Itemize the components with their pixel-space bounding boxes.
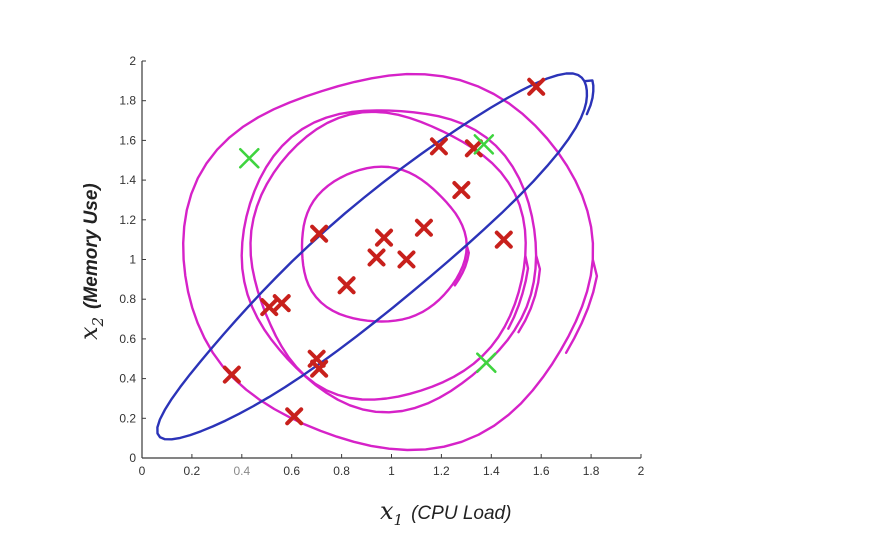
data-point-green bbox=[238, 147, 260, 169]
data-point-red bbox=[222, 365, 241, 384]
x-tick-label: 0.4 bbox=[233, 464, 250, 478]
x-axis-symbol: x bbox=[380, 497, 394, 525]
axes: 0 0.2 0.4 0.6 0.8 1 1.2 1.4 1.6 1.8 2 0 0.2 0.4 0.6 0.8… bbox=[119, 54, 644, 478]
x-tick-label: 1 bbox=[388, 464, 395, 478]
data-point-red bbox=[494, 230, 513, 249]
y-axis-subscript: 2 bbox=[89, 317, 107, 328]
data-point-red bbox=[429, 137, 448, 156]
annotation-ellipse bbox=[300, 165, 470, 323]
data-point-red bbox=[464, 139, 483, 158]
annotation-ellipse bbox=[249, 110, 530, 401]
x-axis-label: x1 (CPU Load) bbox=[380, 497, 511, 529]
y-tick-label: 0.4 bbox=[119, 372, 136, 386]
data-point-red bbox=[285, 407, 304, 426]
data-point-red bbox=[375, 228, 394, 247]
y-tick-label: 0.6 bbox=[119, 332, 136, 346]
data-point-red bbox=[414, 218, 433, 237]
x-tick-label: 2 bbox=[638, 464, 645, 478]
y-tick-label: 1.2 bbox=[119, 213, 136, 227]
x-tick-label: 1.6 bbox=[533, 464, 550, 478]
annotation-ellipse bbox=[240, 109, 542, 414]
y-axis-label: x2 (Memory Use) bbox=[75, 183, 107, 340]
data-point-red bbox=[310, 359, 329, 378]
y-tick-label: 1.4 bbox=[119, 173, 136, 187]
x-axis-title: (CPU Load) bbox=[411, 503, 511, 524]
y-tick-label: 1.8 bbox=[119, 94, 136, 108]
x-tick-label: 0.8 bbox=[333, 464, 350, 478]
data-point-red bbox=[452, 181, 471, 200]
data-point-red bbox=[397, 250, 416, 269]
data-point-red bbox=[527, 77, 546, 96]
x-tick-label: 0.6 bbox=[283, 464, 300, 478]
data-point-red bbox=[272, 294, 291, 313]
x-tick-label: 1.8 bbox=[583, 464, 600, 478]
y-axis-title: (Memory Use) bbox=[81, 183, 102, 309]
x-tick-label: 1.4 bbox=[483, 464, 500, 478]
y-tick-label: 0.8 bbox=[119, 292, 136, 306]
x-tick-label: 0.2 bbox=[184, 464, 201, 478]
y-tick-label: 2 bbox=[129, 54, 136, 68]
y-tick-label: 0.2 bbox=[119, 411, 136, 425]
y-tick-label: 1 bbox=[129, 253, 136, 267]
y-axis-symbol: x bbox=[75, 326, 103, 340]
data-point-green bbox=[476, 352, 497, 374]
data-point-red bbox=[310, 224, 329, 243]
data-point-red bbox=[367, 248, 386, 267]
data-point-red bbox=[337, 276, 356, 295]
data-points bbox=[222, 77, 546, 426]
x-axis-subscript: 1 bbox=[394, 511, 404, 529]
y-tick-label: 0 bbox=[129, 451, 136, 465]
x-tick-label: 1.2 bbox=[433, 464, 450, 478]
data-point-green bbox=[473, 134, 495, 155]
x-tick-label: 0 bbox=[139, 464, 146, 478]
y-tick-label: 1.6 bbox=[119, 133, 136, 147]
